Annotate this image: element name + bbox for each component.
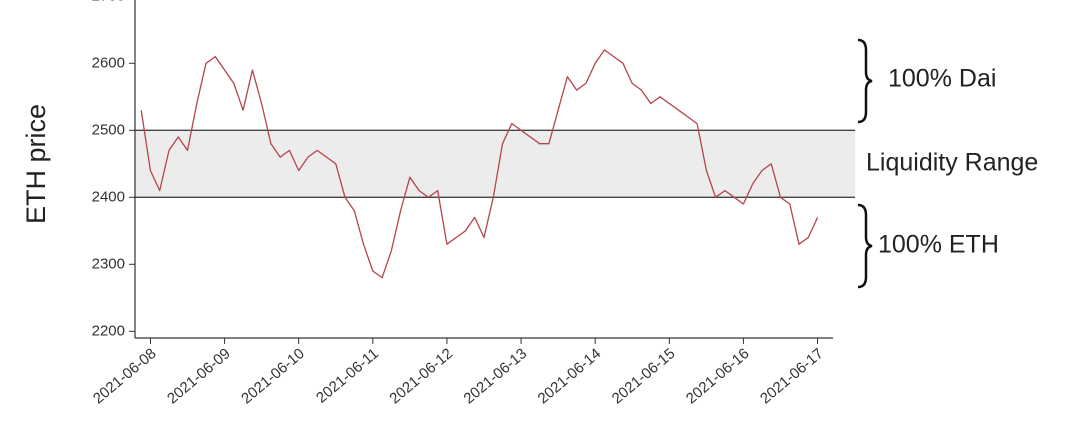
x-tick-label: 2021-06-13	[460, 345, 530, 407]
y-tick-label: 2700	[92, 0, 125, 4]
y-tick-label: 2200	[92, 322, 125, 339]
x-tick-label: 2021-06-10	[238, 345, 308, 407]
range-label: Liquidity Range	[866, 149, 1038, 177]
x-tick-label: 2021-06-14	[535, 345, 605, 407]
x-tick-label: 2021-06-12	[386, 345, 456, 407]
x-tick-label: 2021-06-08	[90, 345, 160, 407]
y-tick-label: 2500	[92, 121, 125, 138]
upper-label: 100% Dai	[888, 65, 996, 93]
x-tick-label: 2021-06-09	[164, 345, 234, 407]
y-axis-label: ETH price	[21, 104, 51, 224]
y-tick-label: 2400	[92, 188, 125, 205]
x-tick-label: 2021-06-16	[683, 345, 753, 407]
x-tick-label: 2021-06-15	[609, 345, 679, 407]
x-tick-label: 2021-06-17	[757, 345, 827, 407]
price-line	[140, 49, 819, 279]
upper-brace	[857, 38, 873, 124]
y-tick-label: 2600	[92, 54, 125, 71]
lower-label: 100% ETH	[878, 231, 999, 259]
lower-brace	[857, 203, 873, 289]
y-tick-label: 2300	[92, 255, 125, 272]
x-tick-label: 2021-06-11	[313, 345, 382, 407]
